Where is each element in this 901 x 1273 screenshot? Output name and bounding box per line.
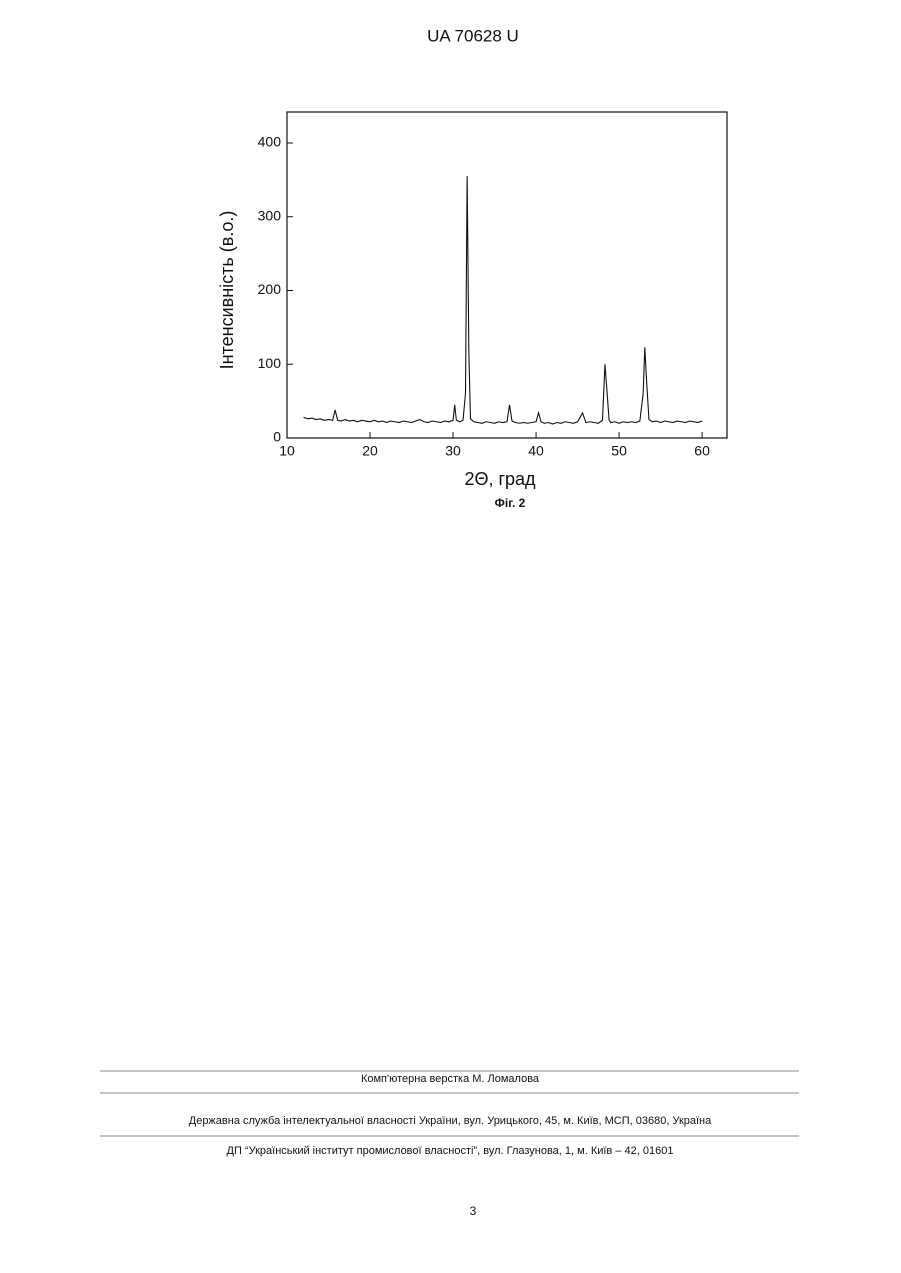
- caption: Фіг. 2: [495, 496, 526, 510]
- y-tick-label: 100: [258, 355, 282, 371]
- x-axis-label: 2Θ, град: [464, 469, 536, 489]
- page: UA 70628 U Інтенсивність (в.о.) 2Θ, град…: [0, 0, 901, 1273]
- data-line: [304, 176, 702, 424]
- footer-credit: Комп'ютерна верстка М. Ломалова: [361, 1073, 540, 1085]
- footer-line: ДП “Український інститут промислової вла…: [227, 1145, 674, 1157]
- x-tick-label: 30: [445, 443, 461, 459]
- plot-frame: [287, 112, 727, 438]
- y-tick-label: 300: [258, 207, 282, 223]
- y-axis-label: Інтенсивність (в.о.): [217, 211, 237, 370]
- x-tick-label: 40: [528, 443, 544, 459]
- x-tick-label: 60: [694, 443, 710, 459]
- header: UA 70628 U: [427, 26, 519, 45]
- x-tick-label: 20: [362, 443, 378, 459]
- x-tick-label: 10: [279, 443, 295, 459]
- y-tick-label: 400: [258, 134, 282, 150]
- y-tick-label: 200: [258, 281, 282, 297]
- page-number: 3: [470, 1204, 477, 1218]
- x-tick-label: 50: [611, 443, 627, 459]
- footer-line: Державна служба інтелектуальної власност…: [189, 1115, 712, 1127]
